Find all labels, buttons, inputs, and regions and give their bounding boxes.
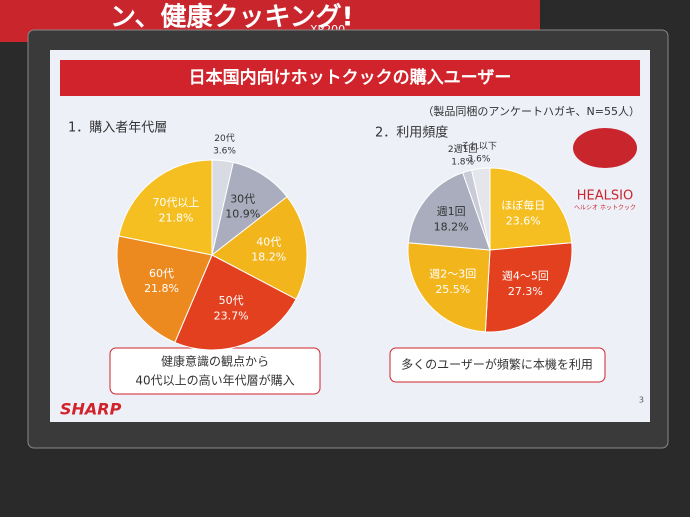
slice-value: 23.7% <box>214 309 249 322</box>
chart-title: 1．購入者年代層 <box>68 121 167 136</box>
pie-slice <box>174 254 297 351</box>
pie-slice <box>211 196 308 300</box>
slice-label: 50代 <box>219 294 244 307</box>
slide-note: （製品同梱のアンケートハガキ、N=55人） <box>422 104 640 118</box>
logo: SHARP <box>60 400 122 419</box>
slice-label: 40代 <box>256 235 281 248</box>
slice-value: 3.6% <box>468 154 491 164</box>
brand: HEALSIO <box>577 189 633 204</box>
chart-title: 2．利用頻度 <box>375 125 448 141</box>
slice-label: 30代 <box>230 192 255 205</box>
slice-value: 25.5% <box>435 283 470 296</box>
slice-value: 23.6% <box>506 214 541 227</box>
pie-slice <box>484 242 573 333</box>
slice-value: 18.2% <box>251 251 286 264</box>
product-image <box>573 128 637 168</box>
slice-value: 18.2% <box>434 221 469 234</box>
slice-label: 60代 <box>149 267 174 280</box>
slice-label: 2週1回 <box>448 144 477 155</box>
pie-slice <box>407 172 491 251</box>
brand-sub: ヘルシオ ホットクック <box>574 205 636 212</box>
banner-text: ン、健康クッキング! <box>110 2 354 33</box>
pie-slice <box>407 242 491 333</box>
callout-text: 健康意識の観点から <box>161 354 269 369</box>
slice-label: 週1回 <box>437 205 466 218</box>
pie-slice <box>471 167 491 251</box>
callout-text: 多くのユーザーが頻繁に本機を利用 <box>401 357 593 372</box>
pie-slice <box>211 161 288 257</box>
slice-label: それ以下 <box>461 141 497 152</box>
page-number: 3 <box>639 396 644 405</box>
slide-title: 日本国内向けホットクックの購入ユーザー <box>189 67 512 88</box>
callout-text: 40代以上の高い年代層が購入 <box>135 373 294 388</box>
slice-value: 21.8% <box>158 212 193 225</box>
slice-label: 70代以上 <box>152 196 199 209</box>
pie-slice <box>116 235 213 344</box>
slice-value: 3.6% <box>213 147 236 157</box>
pie-slice <box>118 159 213 256</box>
slice-value: 21.8% <box>144 282 179 295</box>
slice-label: 週2～3回 <box>429 267 476 280</box>
slice-label: 週4～5回 <box>502 270 549 283</box>
title-bar <box>60 60 640 96</box>
slice-value: 1.8% <box>451 158 474 168</box>
callout-box <box>389 347 606 383</box>
slice-label: ほぼ毎日 <box>501 199 545 212</box>
slice-label: 20代 <box>214 133 234 144</box>
slice-value: 27.3% <box>508 285 543 298</box>
pie-slice <box>489 167 573 251</box>
slice-value: 10.9% <box>225 208 260 221</box>
